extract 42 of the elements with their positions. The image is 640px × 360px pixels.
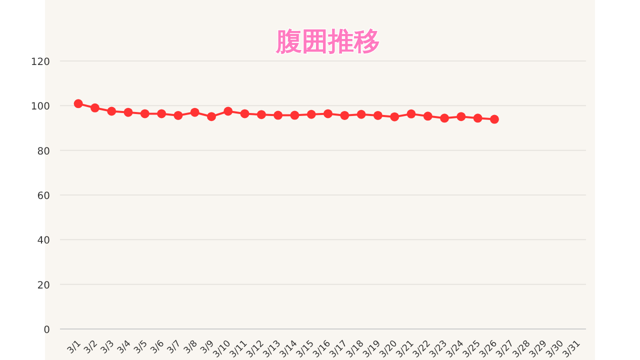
point xyxy=(456,112,466,122)
chart-title: 腹囲推移 xyxy=(275,27,380,57)
point xyxy=(406,109,416,118)
y-tick-label: 40 xyxy=(37,236,50,247)
point xyxy=(240,109,250,118)
point xyxy=(224,106,233,116)
point xyxy=(440,114,450,123)
y-tick-label: 60 xyxy=(37,191,50,202)
y-tick-label: 0 xyxy=(44,325,50,336)
point xyxy=(490,114,499,124)
x-tick-label: 3/5 xyxy=(132,338,150,356)
point xyxy=(107,106,116,116)
point xyxy=(140,109,150,118)
point xyxy=(124,108,133,117)
point xyxy=(90,103,100,112)
point xyxy=(74,99,83,108)
y-tick-label: 80 xyxy=(37,146,50,158)
y-tick-label: 100 xyxy=(30,102,50,113)
point xyxy=(274,110,283,120)
point xyxy=(206,112,216,122)
point xyxy=(340,110,350,120)
x-tick-label: 3/1 xyxy=(66,338,84,356)
x-tick-label: 3/4 xyxy=(116,338,134,356)
x-tick-label: 3/2 xyxy=(82,338,100,356)
point xyxy=(157,109,166,118)
point xyxy=(356,110,366,119)
point xyxy=(373,110,382,120)
point xyxy=(190,108,200,117)
point xyxy=(423,112,432,121)
x-tick-label: 3/7 xyxy=(166,338,184,356)
y-tick-label: 20 xyxy=(37,280,50,292)
point xyxy=(256,110,266,120)
point xyxy=(290,110,300,120)
x-tick-label: 3/3 xyxy=(99,338,117,356)
point xyxy=(324,109,332,118)
point xyxy=(306,110,316,119)
point xyxy=(390,112,400,122)
x-tick-label: 3/8 xyxy=(182,338,200,356)
y-tick-label: 120 xyxy=(30,57,50,68)
point xyxy=(473,114,482,123)
point xyxy=(174,110,183,120)
x-tick-label: 3/6 xyxy=(149,338,167,356)
